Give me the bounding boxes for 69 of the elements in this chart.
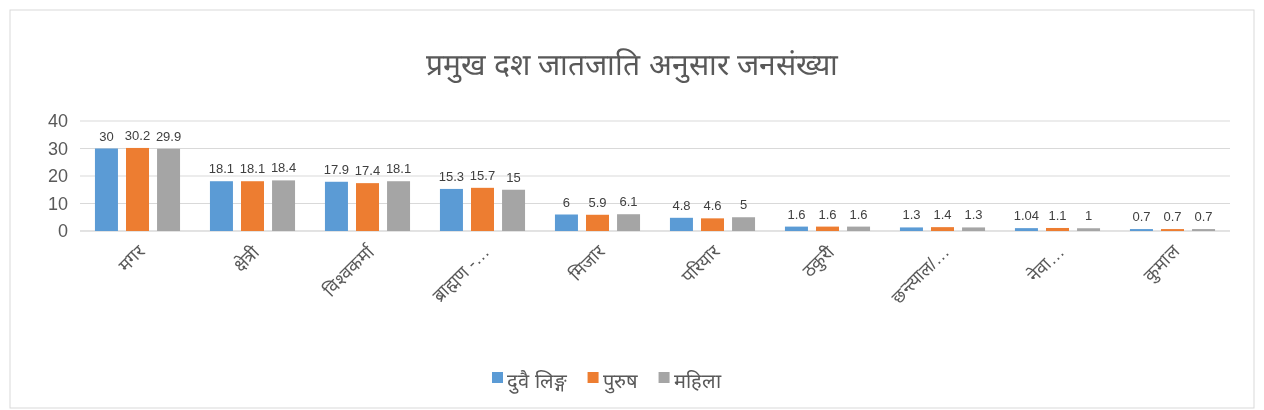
bar	[241, 181, 264, 231]
bar	[126, 147, 149, 231]
bar	[356, 183, 379, 231]
data-label: 5.9	[588, 194, 607, 210]
bar	[1046, 227, 1069, 231]
data-label: 1.6	[787, 206, 806, 222]
data-label: 4.6	[703, 198, 722, 214]
bar	[816, 226, 839, 231]
legend-label: पुरुष	[602, 370, 638, 394]
bar	[502, 189, 526, 231]
data-label: 1.6	[818, 206, 837, 222]
data-label: 6	[562, 194, 571, 210]
data-label: 30.2	[124, 127, 151, 143]
data-label: 15	[506, 169, 521, 185]
bar	[471, 187, 494, 231]
y-tick-label: 20	[47, 166, 68, 186]
bar	[1014, 228, 1038, 231]
data-label: 0.7	[1132, 209, 1151, 225]
data-label: 15.7	[469, 167, 496, 183]
data-label: 30	[99, 128, 114, 144]
bar	[701, 218, 724, 231]
data-label: 29.9	[155, 128, 182, 144]
bar	[439, 188, 463, 231]
bar	[617, 214, 641, 231]
bar	[1077, 228, 1101, 231]
data-label: 6.1	[619, 194, 638, 210]
x-tick-label: नेवा…	[1023, 240, 1069, 287]
y-tick-label: 30	[47, 138, 68, 159]
bar	[669, 217, 693, 231]
bar	[962, 227, 986, 231]
bar	[272, 180, 296, 231]
data-label: 0.7	[1163, 209, 1182, 225]
bar	[931, 227, 954, 231]
y-tick-label: 40	[47, 111, 68, 131]
data-label: 1.3	[964, 207, 983, 223]
data-label: 0.7	[1194, 209, 1213, 225]
legend-label: दुवै लिङ्ग	[507, 370, 568, 394]
chart-title: प्रमुख दश जातजाति अनुसार जनसंख्या	[425, 48, 840, 84]
data-label: 4.8	[672, 197, 691, 213]
data-label: 1.6	[849, 206, 868, 222]
data-label: 18.4	[270, 160, 297, 176]
x-tick-label: क्षेत्री	[228, 240, 264, 276]
data-label: 1	[1084, 208, 1093, 224]
bar	[554, 214, 578, 231]
bar	[94, 148, 118, 231]
data-label: 18.1	[385, 161, 412, 177]
y-tick-label: 0	[57, 221, 68, 241]
legend-label: महिला	[673, 370, 722, 392]
bar	[157, 148, 181, 231]
y-tick-label: 10	[47, 193, 68, 214]
data-label: 17.4	[354, 163, 381, 179]
bar	[732, 217, 756, 231]
data-label: 1.1	[1048, 207, 1067, 223]
data-label: 1.3	[902, 207, 921, 223]
bar	[899, 227, 923, 231]
data-label: 1.4	[933, 207, 952, 223]
bar	[209, 181, 233, 231]
data-label: 5	[739, 197, 748, 213]
data-label: 17.9	[323, 161, 350, 177]
data-label: 18.1	[239, 161, 266, 177]
data-label: 15.3	[438, 168, 465, 184]
data-label: 1.04	[1013, 208, 1040, 224]
bar	[324, 181, 348, 231]
bar	[847, 226, 871, 231]
bar	[387, 181, 411, 231]
x-tick-label: मगर	[114, 240, 150, 276]
bar	[586, 214, 609, 231]
bar	[784, 226, 808, 231]
data-label: 18.1	[208, 161, 235, 177]
